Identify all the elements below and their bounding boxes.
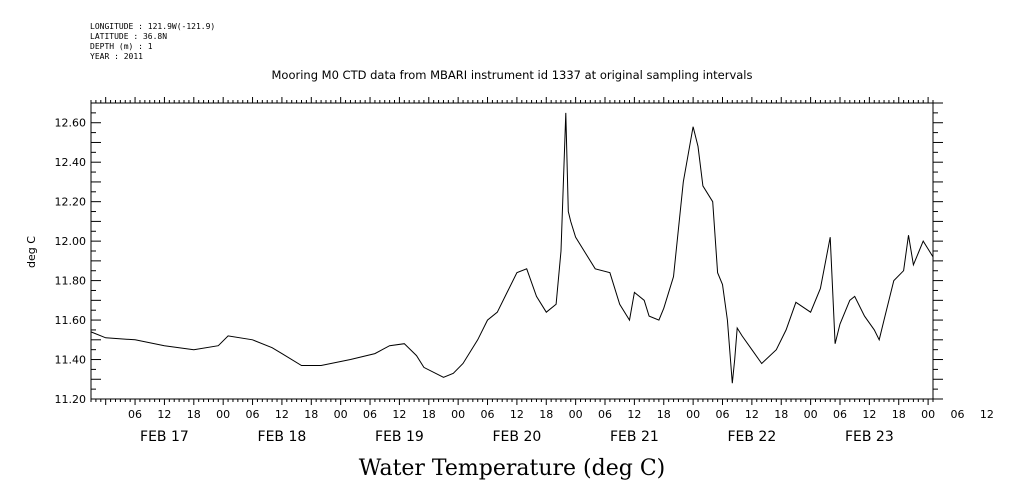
x-tick-label: 06 bbox=[481, 408, 495, 421]
x-tick-label: 00 bbox=[804, 408, 818, 421]
x-tick-label: 18 bbox=[422, 408, 436, 421]
x-tick-label: 12 bbox=[392, 408, 406, 421]
x-tick-label: 18 bbox=[892, 408, 906, 421]
depth-text: DEPTH (m) : 1 bbox=[90, 42, 153, 51]
axis-ticks bbox=[90, 97, 943, 405]
x-tick-label: 06 bbox=[950, 408, 964, 421]
day-label: FEB 21 bbox=[610, 429, 659, 445]
temperature-series-line bbox=[90, 112, 934, 384]
y-tick-label: 11.20 bbox=[55, 393, 87, 406]
y-tick-label: 11.60 bbox=[55, 314, 87, 327]
x-tick-label: 12 bbox=[275, 408, 289, 421]
day-label: FEB 17 bbox=[140, 429, 189, 445]
chart-title: Mooring M0 CTD data from MBARI instrumen… bbox=[272, 68, 753, 82]
x-tick-label: 06 bbox=[833, 408, 847, 421]
x-tick-label: 18 bbox=[304, 408, 318, 421]
x-tick-labels: 06 12 18 00 06 12 18 00 06 12 18 00 06 12 18 00 06 12 18 00… bbox=[128, 408, 994, 421]
x-tick-label: 12 bbox=[980, 408, 994, 421]
x-tick-label: 18 bbox=[774, 408, 788, 421]
y-tick-label: 11.80 bbox=[55, 275, 87, 288]
x-tick-label: 12 bbox=[510, 408, 524, 421]
day-labels: FEB 17 FEB 18 FEB 19 FEB 20 FEB 21 FEB 22 FEB … bbox=[140, 429, 894, 445]
y-axis-label: deg C bbox=[25, 236, 38, 268]
day-label: FEB 19 bbox=[375, 429, 424, 445]
longitude-text: LONGITUDE : 121.9W(-121.9) bbox=[90, 22, 216, 31]
plot-frame bbox=[90, 102, 934, 400]
x-tick-label: 00 bbox=[686, 408, 700, 421]
x-tick-label: 12 bbox=[745, 408, 759, 421]
y-tick-labels: 11.20 11.40 11.60 11.80 12.00 12.20 12.40 12.60 bbox=[55, 117, 87, 406]
day-label: FEB 20 bbox=[493, 429, 542, 445]
year-text: YEAR : 2011 bbox=[90, 52, 143, 61]
x-tick-label: 12 bbox=[627, 408, 641, 421]
x-tick-label: 12 bbox=[157, 408, 171, 421]
x-tick-label: 00 bbox=[569, 408, 583, 421]
day-label: FEB 18 bbox=[258, 429, 307, 445]
x-tick-label: 00 bbox=[216, 408, 230, 421]
x-tick-label: 06 bbox=[128, 408, 142, 421]
x-axis-label: Water Temperature (deg C) bbox=[359, 456, 666, 481]
x-tick-label: 00 bbox=[334, 408, 348, 421]
y-tick-label: 12.60 bbox=[55, 117, 87, 130]
x-tick-label: 00 bbox=[921, 408, 935, 421]
x-tick-label: 12 bbox=[862, 408, 876, 421]
day-label: FEB 23 bbox=[845, 429, 894, 445]
x-tick-label: 06 bbox=[716, 408, 730, 421]
metadata-block: LONGITUDE : 121.9W(-121.9) LATITUDE : 36… bbox=[90, 22, 215, 62]
day-label: FEB 22 bbox=[727, 429, 776, 445]
x-tick-label: 18 bbox=[187, 408, 201, 421]
x-tick-label: 06 bbox=[598, 408, 612, 421]
x-tick-label: 00 bbox=[451, 408, 465, 421]
y-tick-label: 12.20 bbox=[55, 196, 87, 209]
latitude-text: LATITUDE : 36.8N bbox=[90, 32, 168, 41]
y-tick-label: 11.40 bbox=[55, 354, 87, 367]
x-tick-label: 18 bbox=[539, 408, 553, 421]
x-tick-label: 06 bbox=[246, 408, 260, 421]
x-tick-label: 06 bbox=[363, 408, 377, 421]
x-tick-label: 18 bbox=[657, 408, 671, 421]
y-tick-label: 12.00 bbox=[55, 235, 87, 248]
y-tick-label: 12.40 bbox=[55, 156, 87, 169]
